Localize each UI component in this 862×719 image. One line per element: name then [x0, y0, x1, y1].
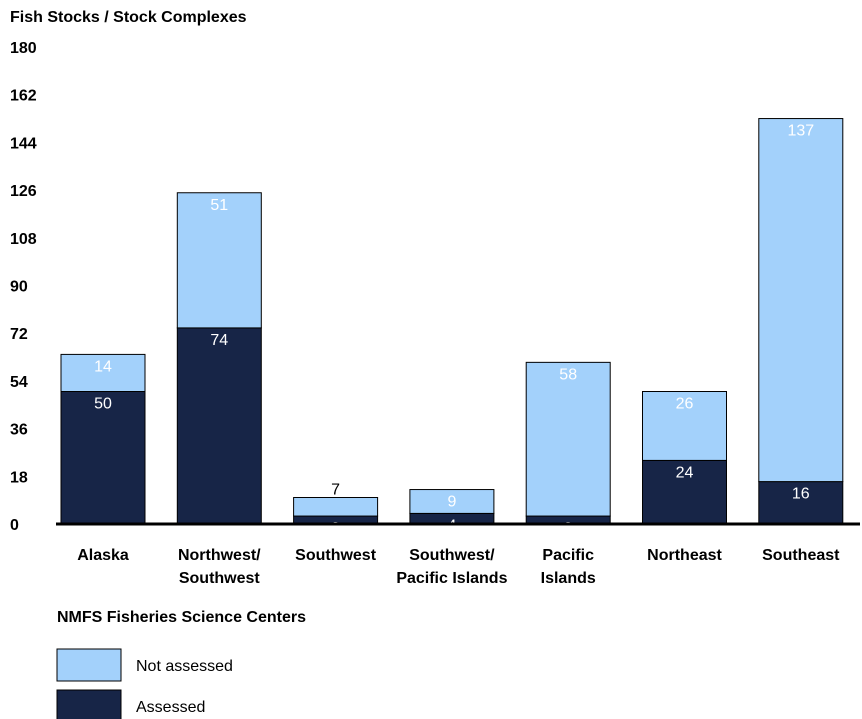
data-label-not-assessed: 26	[676, 396, 694, 413]
y-tick-label: 108	[10, 231, 37, 248]
legend-label: Not assessed	[136, 658, 233, 675]
data-label-assessed: 3	[564, 520, 573, 537]
bar-assessed	[758, 481, 844, 525]
y-tick-label: 18	[10, 469, 28, 486]
x-category-label: Pacific	[542, 547, 594, 564]
y-tick-label: 126	[10, 183, 37, 200]
y-tick-label: 0	[10, 517, 19, 534]
x-category-label: Islands	[541, 570, 596, 587]
y-tick-label: 144	[10, 135, 37, 152]
y-tick-label: 54	[10, 374, 28, 391]
data-label-not-assessed: 58	[559, 366, 577, 383]
y-tick-label: 162	[10, 88, 37, 105]
legend-swatch	[56, 648, 122, 682]
bar-not-assessed	[293, 497, 379, 517]
data-label-assessed: 24	[676, 464, 694, 481]
bar-assessed	[60, 391, 146, 525]
data-label-assessed: 4	[447, 517, 456, 534]
data-label-not-assessed: 51	[210, 197, 228, 214]
data-label-not-assessed: 137	[787, 123, 814, 140]
y-axis-ticks: 0 18 36 54 72 90 108 126 144 162 180	[10, 40, 37, 534]
y-tick-label: 90	[10, 279, 28, 296]
x-category-label: Pacific Islands	[396, 570, 507, 587]
bar-not-assessed	[525, 361, 611, 517]
legend-label: Assessed	[136, 699, 205, 716]
data-label-assessed: 16	[792, 486, 810, 503]
bar-not-assessed	[642, 391, 727, 461]
bar-assessed	[176, 327, 262, 525]
data-label-assessed: 50	[94, 396, 112, 413]
x-category-label: Northwest/	[178, 547, 261, 564]
bar-not-assessed	[758, 118, 844, 483]
x-category-label: Southwest/	[409, 547, 495, 564]
y-tick-label: 36	[10, 422, 28, 439]
x-axis-title: NMFS Fisheries Science Centers	[57, 609, 306, 626]
y-tick-label: 72	[10, 326, 28, 343]
x-category-label: Alaska	[77, 547, 129, 564]
x-category-label: Southeast	[762, 547, 840, 564]
data-label-not-assessed: 14	[94, 358, 112, 375]
x-category-label: Southwest	[179, 570, 261, 587]
data-label-assessed: 3	[331, 520, 340, 537]
legend-swatch	[56, 689, 122, 719]
bar-not-assessed	[409, 489, 495, 514]
data-label-not-assessed: 9	[447, 494, 456, 511]
data-label-assessed: 74	[210, 332, 228, 349]
x-axis-categories: Alaska Northwest/Southwest Southwest Southw…	[77, 547, 840, 587]
bar-not-assessed	[60, 353, 146, 392]
bar-not-assessed	[176, 192, 262, 329]
data-label-not-assessed: 7	[331, 482, 340, 499]
bar-assessed	[642, 459, 727, 525]
y-tick-label: 180	[10, 40, 37, 57]
chart-title: Fish Stocks / Stock Complexes	[10, 9, 247, 26]
x-category-label: Northeast	[647, 547, 722, 564]
x-category-label: Southwest	[295, 547, 377, 564]
legend: Not assessed Assessed	[56, 648, 233, 719]
